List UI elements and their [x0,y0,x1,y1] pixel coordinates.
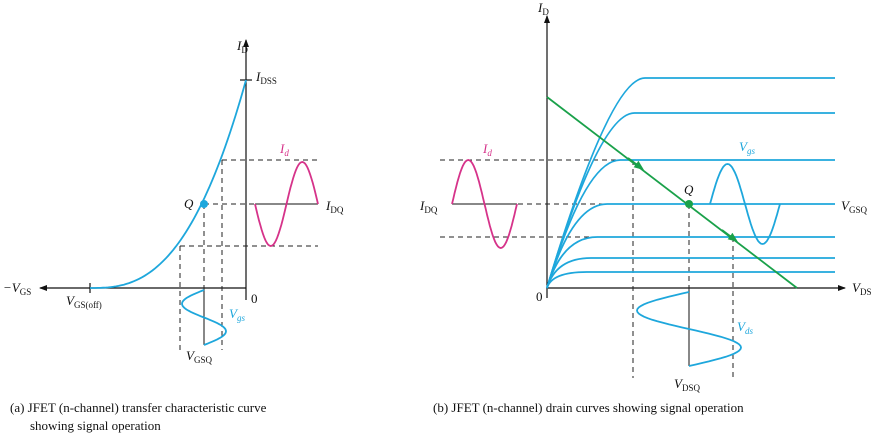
vds-axis-label: VDS [852,280,871,297]
symbol: V [229,306,239,321]
subscript: gs [747,146,756,156]
idq-label: IDQ [419,198,438,215]
neg-vgs-label: −VGS [3,280,31,297]
vdsq-label: VDSQ [674,376,700,393]
idq-label: IDQ [325,198,344,215]
symbol: V [852,280,862,295]
vds-signal-label: Vds [737,319,753,336]
subscript: d [487,148,492,158]
q-point [200,200,208,208]
subscript: ds [745,326,754,336]
origin-label: 0 [536,289,543,304]
subscript: DS [860,287,872,297]
symbol: V [841,198,851,213]
id-signal-label: Id [279,141,289,158]
symbol: V [739,139,749,154]
transfer-curve [90,79,247,289]
drain-curves [546,77,835,289]
vds-signal [636,291,742,367]
caption: showing signal operation [30,418,161,433]
id-axis-label: ID [537,0,549,17]
load-line [546,96,798,289]
drain-curve [546,236,835,289]
id-axis-label: ID [236,38,248,55]
subscript: d [284,148,289,158]
transfer-panel: ID IDSS −VGS VGS(off) 0 Q Id IDQ Vgs VGS… [3,38,344,433]
drain-curve [546,271,835,289]
subscript: DSS [260,76,277,86]
subscript: DQ [424,205,437,215]
q-label: Q [184,196,194,211]
subscript: GSQ [194,355,213,365]
origin-label: 0 [251,291,258,306]
subscript: gs [237,313,246,323]
subscript: GS(off) [74,300,102,310]
caption: (a) JFET (n-channel) transfer characteri… [10,400,267,415]
load-arrow [627,157,644,170]
caption: (b) JFET (n-channel) drain curves showin… [433,400,744,415]
symbol: V [674,376,684,391]
id-signal-label: Id [482,141,492,158]
symbol: I [482,141,488,156]
symbol: I [255,69,261,84]
id-signal [254,161,319,247]
symbol: I [419,198,425,213]
drain-curve [546,203,835,289]
load-arrow [721,229,738,242]
subscript: GS [20,287,32,297]
symbol: V [66,293,76,308]
id-signal [451,159,518,249]
symbol: I [325,198,331,213]
vgsoff-label: VGS(off) [66,293,102,310]
symbol: V [737,319,747,334]
symbol: I [279,141,285,156]
subscript: DSQ [682,383,701,393]
guide-lines [179,159,318,350]
vgs-signal [709,163,781,245]
q-point [685,200,693,208]
vgs-signal-label: Vgs [229,306,245,323]
subscript: D [542,7,549,17]
drain-curve [546,112,835,289]
vgsq-label: VGSQ [841,198,867,215]
guide-lines [440,159,734,378]
symbol: I [537,0,543,15]
vgs-signal [181,289,227,346]
symbol: V [186,348,196,363]
subscript: DQ [330,205,343,215]
subscript: GSQ [849,205,868,215]
idss-label: IDSS [255,69,277,86]
vgs-signal-label: Vgs [739,139,755,156]
subscript: D [241,45,248,55]
drain-curve [546,159,835,289]
symbol: I [236,38,242,53]
q-label: Q [684,182,694,197]
symbol: −V [3,280,22,295]
drain-panel: ID VDS 0 Id IDQ Vgs Q VGSQ Vds VDSQ (b) … [419,0,871,415]
vgsq-label: VGSQ [186,348,212,365]
